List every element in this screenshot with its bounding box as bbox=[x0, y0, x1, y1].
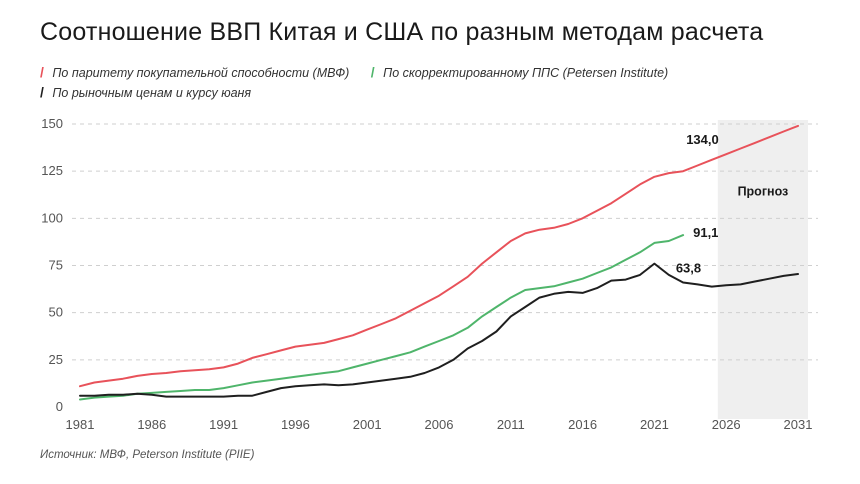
x-tick-label: 2026 bbox=[712, 417, 741, 432]
series-end-label: 134,0 bbox=[686, 132, 719, 147]
series-lines bbox=[79, 124, 799, 401]
x-tick-label: 1991 bbox=[209, 417, 238, 432]
legend-label-ppp-imf: По паритету покупательной способности (М… bbox=[52, 66, 350, 80]
y-axis-ticks: 0 25 50 75 100 125 150 bbox=[41, 116, 63, 414]
y-tick-label: 150 bbox=[41, 116, 63, 131]
legend-item-adjusted-ppp: / По скорректированному ППС (Petersen In… bbox=[371, 64, 668, 80]
end-labels: 134,0 91,1 63,8 bbox=[676, 132, 719, 275]
forecast-label: Прогноз bbox=[738, 185, 789, 199]
forecast-region: Прогноз bbox=[717, 120, 808, 419]
slash-mark-icon: / bbox=[370, 64, 375, 80]
legend-row-2: / По рыночным ценам и курсу юаня bbox=[40, 84, 269, 100]
x-tick-label: 2021 bbox=[640, 417, 669, 432]
legend-item-ppp-imf: / По паритету покупательной способности … bbox=[40, 64, 349, 80]
x-tick-label: 1996 bbox=[281, 417, 310, 432]
legend-item-market-prices: / По рыночным ценам и курсу юаня bbox=[40, 84, 251, 100]
x-tick-label: 1981 bbox=[66, 417, 95, 432]
x-tick-label: 2031 bbox=[784, 417, 813, 432]
y-tick-label: 100 bbox=[41, 210, 63, 225]
grid-lines bbox=[72, 123, 818, 361]
x-axis-ticks: 1981 1986 1991 1996 2001 2006 2011 2016 2021 2026… bbox=[66, 417, 813, 432]
source-note: Источник: МВФ, Peterson Institute (PIIE) bbox=[40, 449, 255, 461]
chart-title: Соотношение ВВП Китая и США по разным ме… bbox=[40, 18, 764, 46]
x-tick-label: 2006 bbox=[425, 417, 454, 432]
x-tick-label: 2001 bbox=[353, 417, 382, 432]
series-end-label: 63,8 bbox=[676, 261, 701, 276]
y-tick-label: 75 bbox=[49, 258, 63, 273]
legend-label-adjusted-ppp: По скорректированному ППС (Petersen Inst… bbox=[383, 66, 669, 80]
legend-row-1: / По паритету покупательной способности … bbox=[40, 64, 686, 80]
y-tick-label: 125 bbox=[41, 163, 63, 178]
x-tick-label: 1986 bbox=[137, 417, 166, 432]
legend-label-market-prices: По рыночным ценам и курсу юаня bbox=[52, 86, 252, 100]
series-line bbox=[79, 124, 799, 388]
series-end-label: 91,1 bbox=[693, 225, 718, 240]
y-tick-label: 0 bbox=[56, 399, 63, 414]
line-chart: Прогноз 0 25 50 75 100 125 150 1981 1986 1991 199… bbox=[41, 116, 818, 432]
slash-mark-icon: / bbox=[40, 84, 44, 100]
slash-mark-icon: / bbox=[40, 64, 44, 80]
y-tick-label: 25 bbox=[49, 352, 63, 367]
forecast-area bbox=[717, 120, 808, 419]
x-tick-label: 2016 bbox=[568, 417, 597, 432]
y-tick-label: 50 bbox=[49, 305, 63, 320]
x-tick-label: 2011 bbox=[497, 417, 525, 432]
series-line bbox=[79, 262, 799, 398]
series-line bbox=[79, 234, 685, 401]
